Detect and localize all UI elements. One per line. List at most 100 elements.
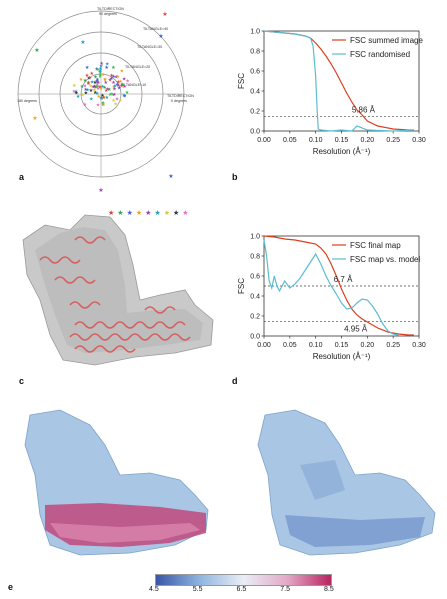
tilt-star-marker: ★ xyxy=(98,85,103,91)
panel-a-label: a xyxy=(19,172,25,182)
colorbar-tick-label: 7.5 xyxy=(280,586,290,593)
tilt-star-marker: ★ xyxy=(95,83,100,89)
tilt-star-marker: ★ xyxy=(74,90,79,96)
tilt-star-marker: ★ xyxy=(87,75,92,81)
tilt-star-marker: ★ xyxy=(116,79,121,85)
tilt-star-marker: ★ xyxy=(97,94,102,100)
tilt-star-marker: ★ xyxy=(80,92,85,98)
tilt-star-marker: ★ xyxy=(90,71,95,77)
tilt-star-marker: ★ xyxy=(76,94,81,100)
tiltangle-10-label: TILTANGLE=10 xyxy=(121,83,146,87)
tilt-star-marker: ★ xyxy=(89,96,94,102)
y-axis-label: FSC xyxy=(237,278,246,294)
tilt-star-marker: ★ xyxy=(122,93,127,99)
x-tick-label: 0.10 xyxy=(309,342,323,349)
tilt-star-marker: ★ xyxy=(108,92,113,98)
tilt-star-marker: ★ xyxy=(104,88,109,94)
tilt-star-marker: ★ xyxy=(95,77,100,83)
x-tick-label: 0.15 xyxy=(335,137,349,144)
tilt-star-marker: ★ xyxy=(120,82,125,88)
tilt-star-marker: ★ xyxy=(72,83,77,89)
tilt-star-marker: ★ xyxy=(96,86,101,92)
legend-star-marker: ★ xyxy=(154,210,161,217)
tilt-star-marker: ★ xyxy=(96,80,101,86)
legend-star-marker: ★ xyxy=(182,210,189,217)
tilt-dir-top-label: TILTDIRECTION xyxy=(97,7,124,11)
tilt-star-marker: ★ xyxy=(94,84,99,90)
tilt-star-marker: ★ xyxy=(34,47,39,54)
fsc-series-line xyxy=(263,30,414,131)
tilt-star-marker: ★ xyxy=(93,90,98,96)
tilt-star-marker: ★ xyxy=(83,83,88,89)
tilt-star-marker: ★ xyxy=(99,96,104,102)
tilt-star-marker: ★ xyxy=(115,74,120,80)
tilt-star-marker: ★ xyxy=(115,82,120,88)
local-resolution-map-back xyxy=(257,409,436,556)
tilt-star-marker: ★ xyxy=(112,85,117,91)
y-axis-label: FSC xyxy=(237,73,246,89)
x-tick-label: 0.30 xyxy=(412,137,426,144)
tilt-star-marker: ★ xyxy=(86,80,91,86)
tilt-star-marker: ★ xyxy=(92,84,97,90)
tilt-star-marker: ★ xyxy=(102,95,107,101)
x-tick-label: 0.05 xyxy=(283,342,297,349)
tilt-star-marker: ★ xyxy=(95,80,100,86)
density-map-with-model xyxy=(22,214,214,366)
colorbar-tick-label: 4.5 xyxy=(149,586,159,593)
tilt-star-marker: ★ xyxy=(104,80,109,86)
tiltangle-40-label: TILTANGLE=40 xyxy=(143,27,168,31)
tilt-star-marker: ★ xyxy=(83,102,88,108)
tilt-star-marker: ★ xyxy=(95,83,100,89)
plot-frame xyxy=(263,30,420,132)
tilt-star-marker: ★ xyxy=(94,84,99,90)
tilt-star-marker: ★ xyxy=(83,87,88,93)
tilt-star-marker: ★ xyxy=(118,79,123,85)
tilt-star-marker: ★ xyxy=(101,95,106,101)
tilt-star-marker: ★ xyxy=(107,87,112,93)
legend-star-marker: ★ xyxy=(145,210,152,217)
legend-entry: FSC randomised xyxy=(350,50,410,59)
fsc-model-chart: 0.00 0.05 0.10 0.15 0.20 0.25 0.30 0.0 0.2 0.4 0.6… xyxy=(237,234,426,362)
tilt-star-marker: ★ xyxy=(83,78,88,84)
tilt-star-marker: ★ xyxy=(86,81,91,87)
tilt-star-marker: ★ xyxy=(84,90,89,96)
tilt-star-marker: ★ xyxy=(93,75,98,81)
tilt-star-marker: ★ xyxy=(100,84,105,90)
star-color-legend: ★ ★ ★ ★ ★ ★ ★ ★ ★ xyxy=(108,202,192,217)
tilt-star-marker: ★ xyxy=(95,78,100,84)
tilt-star-marker: ★ xyxy=(109,73,114,79)
tilt-star-marker: ★ xyxy=(108,77,113,83)
tilt-star-marker: ★ xyxy=(168,173,173,180)
tilt-star-marker: ★ xyxy=(111,80,116,86)
tilt-star-marker: ★ xyxy=(116,83,121,89)
colorbar-tick-label: 6.5 xyxy=(236,586,247,593)
tilt-star-marker: ★ xyxy=(122,84,127,90)
tilt-star-marker: ★ xyxy=(94,85,99,91)
tilt-star-marker: ★ xyxy=(96,67,101,73)
tilt-star-marker: ★ xyxy=(113,84,118,90)
tilt-star-marker: ★ xyxy=(101,101,106,107)
tilt-star-marker: ★ xyxy=(120,68,125,74)
tilt-star-marker: ★ xyxy=(98,74,103,80)
tilt-polar-plot: TILTDIRECTION 90 degrees 180 degrees TIL… xyxy=(17,7,194,194)
y-tick-label: 0.0 xyxy=(250,129,260,136)
tilt-star-marker: ★ xyxy=(112,92,117,98)
y-tick-label: 0.4 xyxy=(250,89,260,96)
x-tick-label: 0.00 xyxy=(257,137,271,144)
tilt-star-marker: ★ xyxy=(122,76,127,82)
tilt-star-marker: ★ xyxy=(101,102,106,108)
x-tick-label: 0.25 xyxy=(386,342,400,349)
local-resolution-map-front xyxy=(24,409,209,556)
tilt-star-marker: ★ xyxy=(96,102,101,108)
x-tick-label: 0.30 xyxy=(412,342,426,349)
tilt-star-marker: ★ xyxy=(95,91,100,97)
tilt-star-marker: ★ xyxy=(123,94,128,100)
x-tick-label: 0.20 xyxy=(361,137,375,144)
tilt-star-marker: ★ xyxy=(117,86,122,92)
colorbar-tick-label: 8.5 xyxy=(324,586,334,593)
tilt-star-marker: ★ xyxy=(120,82,125,88)
y-tick-label: 0.6 xyxy=(250,69,260,76)
tilt-star-marker: ★ xyxy=(109,92,114,98)
tilt-star-marker: ★ xyxy=(98,68,103,74)
colorbar-tick-label: 5.5 xyxy=(192,586,203,593)
